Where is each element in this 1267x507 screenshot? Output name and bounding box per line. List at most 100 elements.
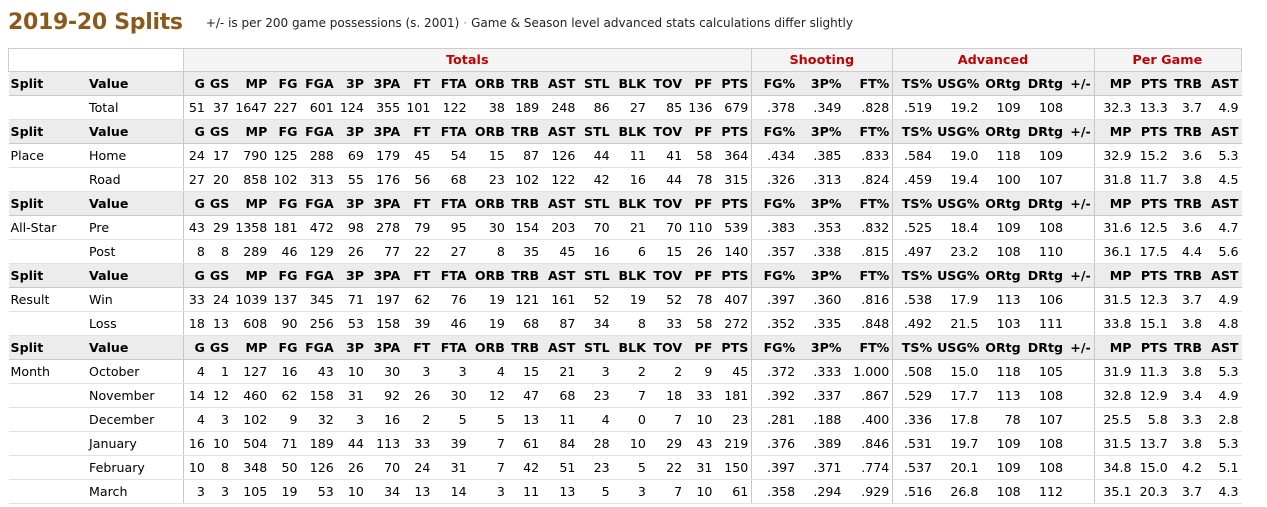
column-header-split[interactable]: Split xyxy=(8,263,88,288)
column-header-usg[interactable]: USG% xyxy=(935,119,982,144)
column-header-fta[interactable]: FTA xyxy=(433,71,470,96)
column-header-usg[interactable]: USG% xyxy=(935,335,982,360)
column-header-fg[interactable]: FG% xyxy=(751,191,799,216)
column-header-blk[interactable]: BLK xyxy=(612,119,649,144)
column-header-ast[interactable]: AST xyxy=(542,263,579,288)
column-header-3p[interactable]: 3P% xyxy=(798,335,845,360)
column-header-blk[interactable]: BLK xyxy=(612,191,649,216)
column-header-usg[interactable]: USG% xyxy=(935,191,982,216)
column-header-trb[interactable]: TRB xyxy=(507,191,543,216)
column-header-mp[interactable]: MP xyxy=(1093,335,1135,360)
column-header-3p[interactable]: 3P xyxy=(336,263,367,288)
column-header-fg[interactable]: FG xyxy=(270,119,301,144)
column-header-ast[interactable]: AST xyxy=(542,335,579,360)
column-header-g[interactable]: G xyxy=(183,335,208,360)
column-header-fta[interactable]: FTA xyxy=(433,335,470,360)
column-header-stl[interactable]: STL xyxy=(578,119,613,144)
column-header-pts[interactable]: PTS xyxy=(715,119,752,144)
column-header-usg[interactable]: USG% xyxy=(935,263,982,288)
column-header-blk[interactable]: BLK xyxy=(612,335,649,360)
column-header-mp[interactable]: MP xyxy=(1093,191,1135,216)
column-header-fga[interactable]: FGA xyxy=(300,263,337,288)
column-header-fga[interactable]: FGA xyxy=(300,191,337,216)
column-header-pts[interactable]: PTS xyxy=(1134,263,1171,288)
column-header-orb[interactable]: ORB xyxy=(469,263,508,288)
column-header-ast[interactable]: AST xyxy=(1204,335,1242,360)
column-header-gs[interactable]: GS xyxy=(207,71,233,96)
column-header-pf[interactable]: PF xyxy=(685,71,716,96)
column-header-fga[interactable]: FGA xyxy=(300,119,337,144)
column-header-fg[interactable]: FG% xyxy=(751,119,799,144)
column-header-mp[interactable]: MP xyxy=(232,119,271,144)
column-header-mp[interactable]: MP xyxy=(232,335,271,360)
column-header-fta[interactable]: FTA xyxy=(433,263,470,288)
column-header-gs[interactable]: GS xyxy=(207,335,233,360)
column-header-trb[interactable]: TRB xyxy=(1170,119,1205,144)
column-header-trb[interactable]: TRB xyxy=(1170,191,1205,216)
column-header-pts[interactable]: PTS xyxy=(715,263,752,288)
column-header-value[interactable]: Value xyxy=(87,71,184,96)
column-header-ortg[interactable]: ORtg xyxy=(981,263,1024,288)
column-header-ortg[interactable]: ORtg xyxy=(981,119,1024,144)
column-header-ft[interactable]: FT% xyxy=(844,335,893,360)
column-header-g[interactable]: G xyxy=(183,191,208,216)
column-header-3p[interactable]: 3P xyxy=(336,71,367,96)
column-header-pts[interactable]: PTS xyxy=(715,191,752,216)
column-header-trb[interactable]: TRB xyxy=(507,71,543,96)
column-header-tov[interactable]: TOV xyxy=(648,191,686,216)
column-header-drtg[interactable]: DRtg xyxy=(1023,71,1066,96)
column-header-mp[interactable]: MP xyxy=(1093,119,1135,144)
column-header-stl[interactable]: STL xyxy=(578,71,613,96)
column-header-fga[interactable]: FGA xyxy=(300,335,337,360)
column-header-ft[interactable]: FT% xyxy=(844,191,893,216)
column-header-orb[interactable]: ORB xyxy=(469,71,508,96)
column-header-3pa[interactable]: 3PA xyxy=(366,191,404,216)
column-header-ft[interactable]: FT xyxy=(403,71,434,96)
column-header-ortg[interactable]: ORtg xyxy=(981,335,1024,360)
column-header-3p[interactable]: 3P% xyxy=(798,263,845,288)
column-header-pm[interactable]: +/- xyxy=(1065,335,1095,360)
column-header-ts[interactable]: TS% xyxy=(892,71,936,96)
column-header-orb[interactable]: ORB xyxy=(469,119,508,144)
column-header-tov[interactable]: TOV xyxy=(648,119,686,144)
column-header-ortg[interactable]: ORtg xyxy=(981,71,1024,96)
column-header-drtg[interactable]: DRtg xyxy=(1023,119,1066,144)
column-header-3p[interactable]: 3P% xyxy=(798,71,845,96)
column-header-tov[interactable]: TOV xyxy=(648,263,686,288)
column-header-drtg[interactable]: DRtg xyxy=(1023,335,1066,360)
column-header-ortg[interactable]: ORtg xyxy=(981,191,1024,216)
column-header-pf[interactable]: PF xyxy=(685,119,716,144)
column-header-fg[interactable]: FG% xyxy=(751,335,799,360)
column-header-g[interactable]: G xyxy=(183,71,208,96)
column-header-ft[interactable]: FT% xyxy=(844,263,893,288)
column-header-fg[interactable]: FG% xyxy=(751,263,799,288)
column-header-ast[interactable]: AST xyxy=(542,71,579,96)
column-header-pm[interactable]: +/- xyxy=(1065,119,1095,144)
column-header-fg[interactable]: FG% xyxy=(751,71,799,96)
column-header-pm[interactable]: +/- xyxy=(1065,71,1095,96)
column-header-gs[interactable]: GS xyxy=(207,263,233,288)
column-header-3p[interactable]: 3P xyxy=(336,335,367,360)
column-header-ft[interactable]: FT xyxy=(403,119,434,144)
column-header-split[interactable]: Split xyxy=(8,71,88,96)
column-header-drtg[interactable]: DRtg xyxy=(1023,263,1066,288)
column-header-pts[interactable]: PTS xyxy=(715,335,752,360)
column-header-blk[interactable]: BLK xyxy=(612,71,649,96)
column-header-pm[interactable]: +/- xyxy=(1065,191,1095,216)
column-header-fga[interactable]: FGA xyxy=(300,71,337,96)
column-header-pts[interactable]: PTS xyxy=(1134,191,1171,216)
column-header-trb[interactable]: TRB xyxy=(507,335,543,360)
column-header-tov[interactable]: TOV xyxy=(648,335,686,360)
column-header-split[interactable]: Split xyxy=(8,191,88,216)
column-header-split[interactable]: Split xyxy=(8,119,88,144)
column-header-ts[interactable]: TS% xyxy=(892,335,936,360)
column-header-usg[interactable]: USG% xyxy=(935,71,982,96)
column-header-fg[interactable]: FG xyxy=(270,335,301,360)
column-header-fg[interactable]: FG xyxy=(270,191,301,216)
column-header-ts[interactable]: TS% xyxy=(892,191,936,216)
column-header-pts[interactable]: PTS xyxy=(1134,71,1171,96)
column-header-trb[interactable]: TRB xyxy=(1170,263,1205,288)
column-header-mp[interactable]: MP xyxy=(1093,263,1135,288)
column-header-3p[interactable]: 3P% xyxy=(798,191,845,216)
column-header-mp[interactable]: MP xyxy=(232,263,271,288)
